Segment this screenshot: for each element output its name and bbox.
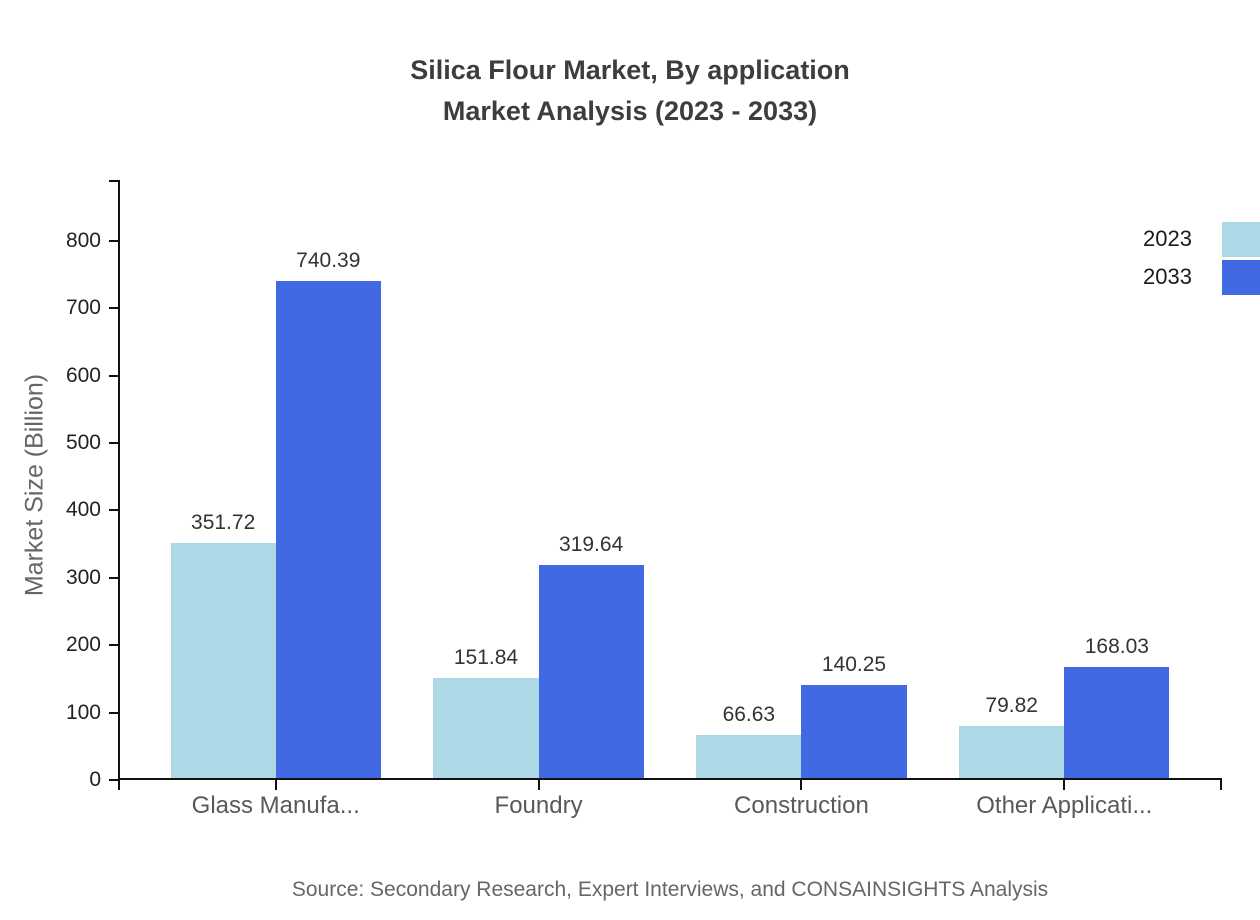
x-category-label: Other Applicati... <box>976 792 1153 819</box>
bar-2023-1 <box>170 542 276 780</box>
x-axis-end-tick-right <box>1220 780 1222 790</box>
bar-2023-3 <box>696 735 802 780</box>
y-tick-mark <box>109 307 118 310</box>
y-tick-mark <box>109 576 118 579</box>
value-label: 140.25 <box>821 653 887 677</box>
y-tick-mark <box>109 374 118 377</box>
x-category-label: Foundry <box>494 792 583 819</box>
y-tick-mark <box>109 711 118 714</box>
legend-swatch <box>1222 221 1260 257</box>
y-tick-label: 700 <box>65 296 101 320</box>
x-tick-mark <box>537 780 540 790</box>
y-tick-mark <box>109 441 118 444</box>
value-label: 168.03 <box>1084 634 1149 658</box>
x-axis-line <box>118 778 1222 780</box>
x-axis-end-tick-left <box>118 780 120 790</box>
value-label: 319.64 <box>559 532 624 556</box>
y-axis-line <box>118 180 120 780</box>
chart-title-line1: Silica Flour Market, By application <box>410 55 850 85</box>
y-tick-mark <box>109 239 118 242</box>
plot-area: 0 100 200 300 400 500 600 700 800 351.72 740.39 Gla… <box>66 180 1222 819</box>
x-category-label: Glass Manufa... <box>191 792 360 819</box>
x-tick-mark <box>800 780 803 790</box>
y-tick-mark <box>109 779 118 781</box>
bar-2033-1 <box>275 280 381 780</box>
legend-item: 2023 <box>1143 220 1260 258</box>
y-axis-title: Market Size (Billion) <box>20 373 49 597</box>
bar-2033-3 <box>801 685 907 780</box>
value-label: 79.82 <box>985 694 1038 718</box>
value-label: 66.63 <box>722 703 776 727</box>
chart-title-line2: Market Analysis (2023 - 2033) <box>442 96 818 126</box>
legend-item: 2033 <box>1143 258 1260 296</box>
bar-2033-4 <box>1064 666 1170 780</box>
bar-2023-2 <box>433 677 539 780</box>
y-tick-mark <box>109 509 118 512</box>
value-label: 151.84 <box>453 645 519 669</box>
value-label: 740.39 <box>296 248 361 272</box>
legend-label: 2033 <box>1143 264 1192 289</box>
y-tick-label: 500 <box>65 430 101 454</box>
bar-2023-4 <box>959 726 1065 780</box>
bar-2033-2 <box>538 564 644 780</box>
chart-title: Silica Flour Market, By application Mark… <box>0 50 1260 132</box>
legend-swatch <box>1222 259 1260 295</box>
y-tick-label: 600 <box>65 363 101 387</box>
x-category-label: Construction <box>734 792 869 819</box>
x-tick-mark <box>274 780 277 790</box>
y-tick-label: 400 <box>65 498 101 522</box>
x-tick-mark <box>1063 780 1066 790</box>
y-tick-mark <box>109 644 118 647</box>
y-tick-label: 100 <box>65 700 101 724</box>
y-axis-end-tick <box>109 180 118 182</box>
y-tick-label: 200 <box>65 633 101 657</box>
y-tick-label: 0 <box>89 768 101 791</box>
y-tick-label: 300 <box>65 565 101 589</box>
legend-label: 2023 <box>1143 226 1192 251</box>
y-tick-label: 800 <box>65 228 101 252</box>
legend: 2023 2033 <box>1143 220 1260 296</box>
value-label: 351.72 <box>191 510 256 534</box>
source-note: Source: Secondary Research, Expert Inter… <box>291 878 1049 901</box>
